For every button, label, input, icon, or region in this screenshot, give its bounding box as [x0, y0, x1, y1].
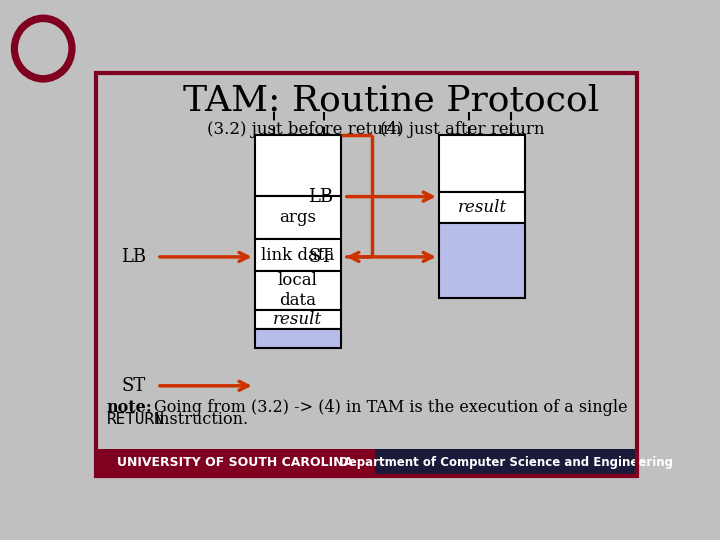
Text: ST: ST — [308, 248, 333, 266]
Bar — [438, 192, 526, 223]
Bar — [438, 136, 526, 192]
Circle shape — [11, 15, 76, 83]
Text: (3.2) just before return: (3.2) just before return — [207, 121, 402, 138]
Bar — [255, 136, 341, 196]
Text: result: result — [274, 311, 323, 328]
Text: args: args — [279, 209, 316, 226]
Text: RETURN: RETURN — [107, 411, 164, 427]
Text: Department of Computer Science and Engineering: Department of Computer Science and Engin… — [338, 456, 672, 469]
Bar — [255, 310, 341, 329]
Text: LB: LB — [307, 187, 333, 206]
Bar — [374, 449, 636, 476]
Bar — [255, 196, 341, 239]
Bar — [255, 239, 341, 271]
Text: TAM: Routine Protocol: TAM: Routine Protocol — [183, 83, 600, 117]
Bar — [255, 271, 341, 310]
Text: LB: LB — [121, 248, 145, 266]
Text: link data: link data — [261, 247, 335, 264]
Text: instruction.: instruction. — [154, 410, 248, 428]
Text: (4) just after return: (4) just after return — [380, 121, 544, 138]
Bar — [96, 449, 374, 476]
Circle shape — [18, 22, 68, 75]
Text: Going from (3.2) -> (4) in TAM is the execution of a single: Going from (3.2) -> (4) in TAM is the ex… — [154, 400, 628, 416]
Text: local
data: local data — [278, 272, 318, 309]
Text: ST: ST — [122, 377, 145, 395]
Text: note:: note: — [107, 400, 153, 416]
Text: UNIVERSITY OF SOUTH CAROLINA: UNIVERSITY OF SOUTH CAROLINA — [117, 456, 353, 469]
Bar — [438, 223, 526, 298]
Text: result: result — [457, 199, 507, 215]
Bar — [255, 329, 341, 348]
